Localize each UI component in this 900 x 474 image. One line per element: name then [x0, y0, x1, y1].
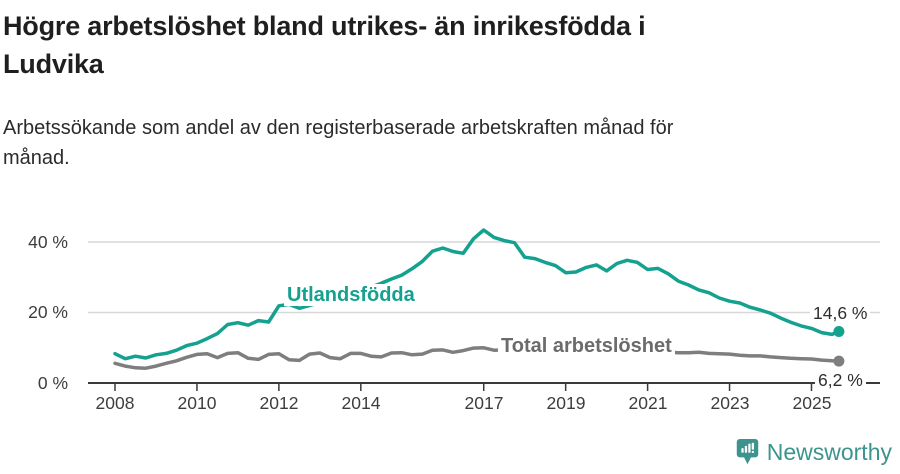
series-line-total-arbetsl-shet [113, 346, 841, 370]
x-tick-label-2023: 2023 [710, 393, 750, 413]
chart-subtitle: Arbetssökande som andel av den registerb… [3, 113, 863, 173]
x-tick-label-2025: 2025 [792, 393, 832, 413]
title-line-2: Ludvika [3, 49, 104, 79]
subtitle-line-2: månad. [3, 147, 70, 169]
x-tick-label-2017: 2017 [464, 393, 504, 413]
end-value-label-total: 6,2 % [815, 370, 866, 390]
title-line-1: Högre arbetslöshet bland utrikes- än inr… [3, 11, 646, 41]
page-title: Högre arbetslöshet bland utrikes- än inr… [3, 7, 863, 83]
series-label-total-arbetsloshet: Total arbetslöshet [498, 335, 675, 357]
end-dot-total-arbetsl-shet [833, 355, 845, 367]
x-tick-label-2008: 2008 [95, 393, 135, 413]
y-tick-label-20: 20 % [28, 302, 68, 322]
x-tick-label-2012: 2012 [259, 393, 299, 413]
newsworthy-wordmark: Newsworthy [766, 439, 892, 465]
x-tick-label-2021: 2021 [628, 393, 668, 413]
series-label-utlandsfodda: Utlandsfödda [284, 284, 418, 306]
end-dot-utlandsf-dda [833, 326, 845, 337]
x-tick-label-2010: 2010 [177, 393, 217, 413]
series-line-utlandsf-dda [113, 228, 841, 361]
y-tick-label-0: 0 % [37, 373, 68, 393]
x-tick-label-2014: 2014 [341, 393, 381, 413]
end-value-label-utlandsfodda: 14,6 % [810, 303, 871, 323]
newsworthy-logo-icon [736, 438, 758, 465]
newsworthy-brand: Newsworthy [736, 438, 892, 466]
subtitle-line-1: Arbetssökande som andel av den registerb… [3, 117, 674, 139]
y-tick-label-40: 40 % [28, 232, 68, 252]
x-tick-label-2019: 2019 [546, 393, 586, 413]
